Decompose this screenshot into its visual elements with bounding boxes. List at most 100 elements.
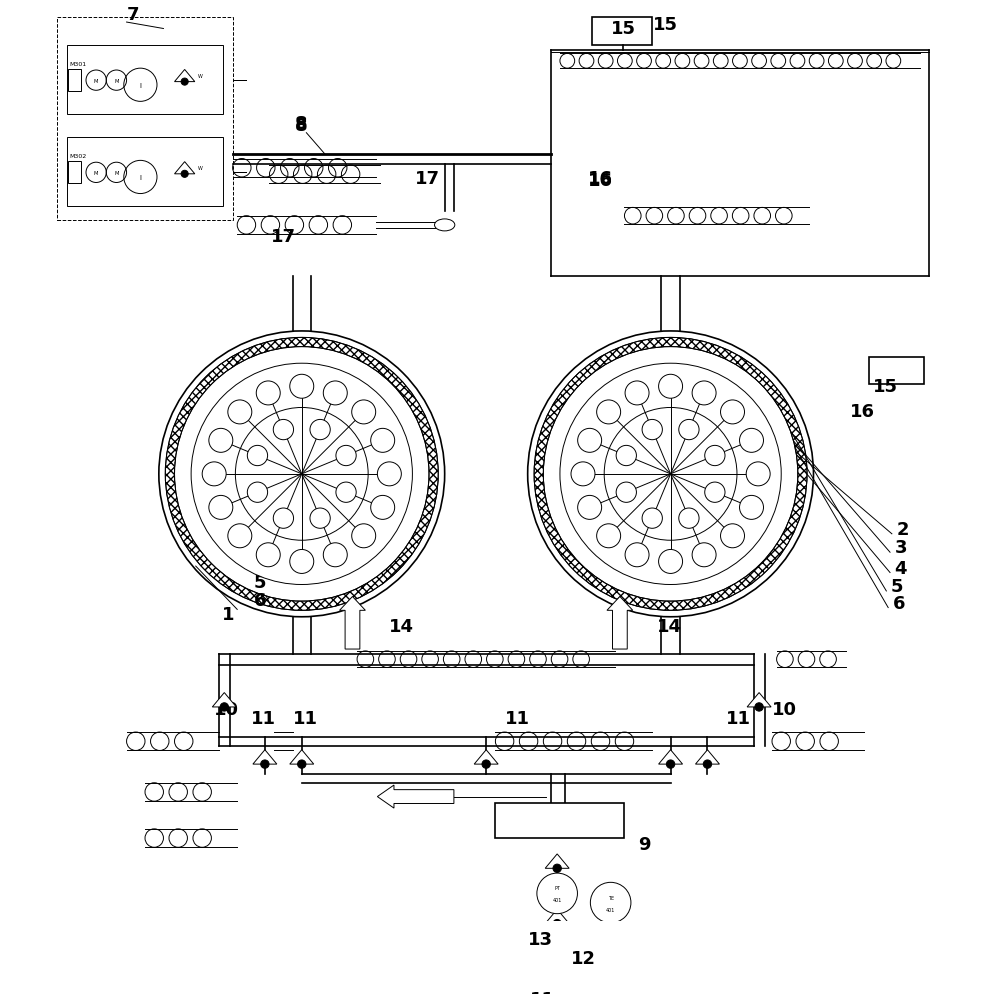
Circle shape [604, 409, 737, 541]
Polygon shape [659, 750, 683, 764]
FancyArrow shape [607, 596, 633, 649]
Text: 14: 14 [389, 617, 414, 635]
Circle shape [310, 420, 330, 440]
Circle shape [371, 429, 395, 453]
Text: 11: 11 [505, 709, 530, 727]
Polygon shape [175, 71, 195, 83]
Circle shape [642, 420, 662, 440]
Circle shape [290, 550, 314, 574]
Text: 7: 7 [127, 6, 139, 24]
Bar [592, 19, 652, 46]
Bar [67, 46, 223, 115]
Text: 17: 17 [415, 170, 440, 188]
Polygon shape [212, 693, 236, 708]
Circle shape [323, 544, 347, 568]
Text: 12: 12 [571, 948, 596, 966]
Circle shape [235, 409, 368, 541]
Circle shape [625, 382, 649, 406]
Text: M301: M301 [69, 62, 87, 67]
Circle shape [273, 420, 294, 440]
Text: M302: M302 [69, 154, 87, 159]
Circle shape [371, 496, 395, 520]
Text: 401: 401 [606, 907, 615, 911]
Circle shape [261, 760, 269, 768]
Circle shape [482, 760, 490, 768]
Circle shape [336, 446, 356, 466]
Text: 3: 3 [244, 533, 256, 551]
Bar [57, 19, 233, 221]
Circle shape [659, 550, 683, 574]
Polygon shape [253, 750, 277, 764]
Circle shape [705, 446, 725, 466]
Text: 15: 15 [611, 20, 636, 38]
Ellipse shape [435, 220, 455, 232]
Circle shape [377, 462, 401, 486]
Text: 5: 5 [254, 574, 266, 591]
Circle shape [642, 509, 662, 529]
Circle shape [247, 482, 268, 503]
FancyArrow shape [340, 596, 365, 649]
Bar [869, 358, 924, 385]
Text: M: M [94, 171, 98, 176]
Circle shape [181, 79, 188, 86]
Bar [495, 803, 624, 838]
Circle shape [536, 941, 551, 956]
Circle shape [298, 760, 306, 768]
Text: 17: 17 [271, 229, 296, 247]
Circle shape [256, 382, 280, 406]
Circle shape [755, 703, 763, 712]
Circle shape [310, 509, 330, 529]
Circle shape [290, 375, 314, 399]
Polygon shape [175, 162, 195, 175]
Circle shape [625, 544, 649, 568]
Text: 5: 5 [891, 578, 903, 595]
Text: 15: 15 [653, 17, 678, 35]
Text: 11: 11 [293, 709, 318, 727]
Circle shape [323, 382, 347, 406]
Text: 401: 401 [552, 898, 562, 903]
Circle shape [616, 446, 636, 466]
FancyArrow shape [377, 785, 454, 808]
Circle shape [543, 347, 798, 601]
Circle shape [228, 401, 252, 424]
Text: 3: 3 [895, 539, 907, 557]
Circle shape [703, 760, 712, 768]
Circle shape [597, 524, 621, 549]
Circle shape [705, 482, 725, 503]
Circle shape [352, 401, 376, 424]
Circle shape [590, 883, 631, 923]
Circle shape [352, 524, 376, 549]
Text: I: I [139, 175, 141, 181]
Text: 10: 10 [574, 815, 599, 833]
Circle shape [553, 975, 561, 983]
Circle shape [740, 429, 763, 453]
Bar [67, 138, 223, 208]
Text: I: I [139, 83, 141, 88]
Circle shape [209, 429, 233, 453]
Text: 10: 10 [772, 700, 797, 718]
Circle shape [175, 347, 429, 601]
Text: 11: 11 [726, 709, 751, 727]
Polygon shape [695, 750, 719, 764]
Circle shape [560, 364, 781, 584]
Text: 16: 16 [850, 403, 875, 420]
Circle shape [534, 338, 807, 610]
Circle shape [202, 462, 226, 486]
Polygon shape [290, 750, 314, 764]
Circle shape [165, 338, 438, 610]
Text: W: W [198, 74, 203, 79]
Text: 6: 6 [893, 594, 905, 612]
Circle shape [597, 401, 621, 424]
Text: 9: 9 [638, 835, 651, 853]
Text: 14: 14 [657, 617, 682, 635]
Circle shape [553, 972, 561, 980]
Text: TE: TE [608, 895, 614, 900]
Circle shape [666, 760, 675, 768]
Circle shape [692, 382, 716, 406]
Bar [68, 70, 81, 92]
Bar [68, 162, 81, 184]
Circle shape [220, 703, 229, 712]
Circle shape [571, 462, 595, 486]
Text: 4: 4 [240, 553, 252, 571]
Text: W: W [198, 166, 203, 171]
